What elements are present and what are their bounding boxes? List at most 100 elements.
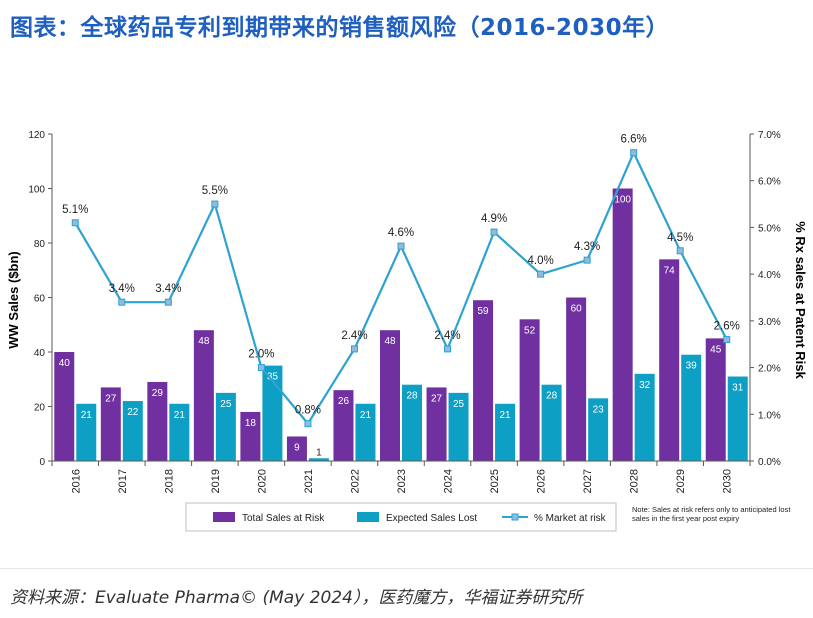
bar-expected-label: 25	[453, 399, 465, 410]
page-title: 图表：全球药品专利到期带来的销售额风险（2016-2030年）	[10, 15, 670, 41]
x-tick-label: 2025	[489, 469, 501, 493]
percent-marker	[676, 247, 684, 255]
x-tick-label: 2016	[70, 469, 82, 493]
percent-label: 3.4%	[155, 283, 181, 295]
bar-expected-label: 28	[546, 391, 558, 402]
percent-marker	[257, 364, 265, 372]
bar-total-sales	[705, 338, 726, 461]
percent-label: 2.4%	[434, 330, 460, 342]
percent-marker	[71, 219, 79, 227]
chart-note: Note: Sales at risk refers only to antic…	[632, 505, 791, 523]
y-tick-label: 20	[34, 403, 46, 414]
y2-tick-label: 2.0%	[758, 364, 781, 375]
legend-swatch-expected	[357, 512, 379, 522]
bars: 40 21 27 22 29 21 48 25 18 35 9 1 26 21 48 28 27 25 59 21 52…	[54, 188, 748, 461]
percent-marker	[490, 228, 498, 236]
bar-expected-label: 21	[81, 410, 93, 421]
source-note: 资料来源：Evaluate Pharma© (May 2024），医药魔方，华福…	[10, 588, 583, 608]
bar-total-label: 59	[478, 306, 490, 317]
bar-expected-label: 35	[267, 372, 279, 383]
x-tick-label: 2020	[256, 469, 268, 493]
bar-expected-label: 21	[360, 410, 372, 421]
bar-total-sales	[426, 387, 447, 461]
bar-total-sales	[659, 259, 680, 461]
bar-total-label: 27	[431, 393, 443, 404]
bar-expected-label: 28	[406, 391, 418, 402]
legend-swatch-marker	[511, 513, 519, 521]
y2-tick-label: 4.0%	[758, 270, 781, 281]
percent-marker	[304, 420, 312, 428]
bar-total-sales	[333, 390, 354, 461]
bar-total-sales	[100, 387, 121, 461]
right-y-axis: 0.0% 1.0% 2.0% 3.0% 4.0% 5.0% 6.0% 7.0%	[749, 130, 781, 468]
chart-note-box: Note: Sales at risk refers only to antic…	[632, 505, 791, 523]
bar-expected-lost	[634, 373, 655, 461]
x-tick-label: 2018	[163, 469, 175, 493]
x-tick-label: 2019	[210, 469, 222, 493]
percent-marker	[537, 270, 545, 278]
x-tick-label: 2023	[396, 469, 408, 493]
bar-total-label: 45	[710, 344, 722, 355]
bar-total-sales	[566, 297, 587, 461]
percent-label: 5.1%	[62, 204, 88, 216]
bar-expected-label: 21	[174, 410, 186, 421]
bar-expected-lost	[308, 458, 329, 461]
legend-label-total: Total Sales at Risk	[242, 513, 325, 524]
y2-tick-label: 7.0%	[758, 130, 781, 141]
divider	[0, 568, 813, 569]
bar-total-label: 26	[338, 396, 350, 407]
y-tick-label: 40	[34, 348, 46, 359]
bar-total-label: 18	[245, 418, 257, 429]
y-tick-label: 80	[34, 239, 46, 250]
x-tick-label: 2017	[117, 469, 129, 493]
bar-total-sales	[240, 411, 261, 461]
percent-marker	[583, 256, 591, 264]
bar-total-label: 52	[524, 325, 536, 336]
bar-expected-label: 22	[127, 407, 139, 418]
percent-label: 4.9%	[481, 213, 507, 225]
bar-expected-lost	[681, 354, 702, 461]
y2-tick-label: 0.0%	[758, 457, 781, 468]
bar-expected-lost	[169, 403, 190, 461]
bar-expected-label: 31	[732, 383, 744, 394]
percent-label: 4.3%	[574, 241, 600, 253]
percent-label: 5.5%	[202, 185, 228, 197]
percent-label: 6.6%	[621, 134, 647, 146]
bar-total-sales	[193, 330, 214, 461]
bar-total-label: 60	[571, 304, 583, 315]
bar-total-sales	[519, 319, 540, 461]
bar-expected-label: 1	[316, 447, 322, 458]
bar-expected-label: 21	[500, 410, 512, 421]
bar-total-sales	[286, 436, 307, 461]
legend: Total Sales at Risk Expected Sales Lost …	[185, 502, 617, 532]
percent-label: 4.5%	[667, 232, 693, 244]
legend-label-line: % Market at risk	[534, 513, 607, 524]
bar-total-sales	[147, 381, 168, 461]
legend-label-expected: Expected Sales Lost	[386, 513, 477, 524]
y-tick-label: 0	[39, 457, 45, 468]
bar-total-label: 29	[152, 388, 164, 399]
bar-total-label: 74	[664, 265, 676, 276]
x-tick-label: 2030	[722, 469, 734, 493]
bar-expected-lost	[122, 401, 143, 461]
y2-tick-label: 1.0%	[758, 410, 781, 421]
bar-expected-label: 23	[593, 404, 605, 415]
percent-label: 4.6%	[388, 227, 414, 239]
y2-tick-label: 5.0%	[758, 223, 781, 234]
bar-total-sales	[54, 352, 75, 461]
bar-expected-label: 32	[639, 380, 651, 391]
percent-marker	[350, 345, 358, 353]
bar-total-label: 9	[294, 442, 300, 453]
percent-marker	[118, 298, 126, 306]
bar-expected-lost	[495, 403, 516, 461]
percent-label: 4.0%	[527, 255, 553, 267]
bar-total-sales	[612, 188, 633, 461]
bar-total-label: 40	[59, 358, 71, 369]
x-tick-label: 2022	[349, 469, 361, 493]
bar-expected-lost	[215, 392, 236, 461]
x-tick-label: 2028	[629, 469, 641, 493]
x-tick-label: 2027	[582, 469, 594, 493]
percent-marker	[211, 200, 219, 208]
percent-marker	[397, 242, 405, 250]
bar-expected-label: 25	[220, 399, 232, 410]
